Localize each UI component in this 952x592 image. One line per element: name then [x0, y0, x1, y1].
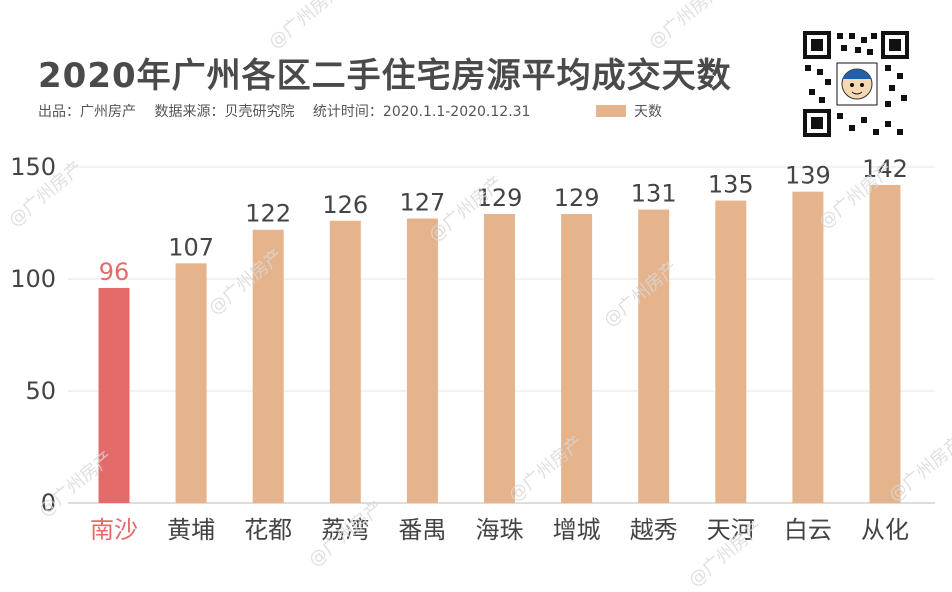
data-label: 135: [708, 171, 754, 199]
data-label: 129: [477, 184, 523, 212]
x-tick-label: 黄埔: [167, 516, 215, 544]
bar: [715, 200, 747, 503]
data-label: 142: [862, 155, 908, 183]
x-tick-label: 荔湾: [321, 516, 369, 544]
x-tick-label: 从化: [861, 516, 909, 544]
producer-label: 出品：广州房产: [38, 104, 136, 120]
bar: [329, 220, 361, 503]
y-tick-label: 50: [25, 377, 56, 405]
period-label: 统计时间：2020.1.1-2020.12.31: [312, 104, 531, 120]
y-tick-label: 0: [41, 489, 56, 517]
data-label: 139: [785, 162, 831, 190]
bar: [561, 214, 593, 504]
legend-label: 天数: [634, 104, 662, 120]
data-label: 122: [245, 200, 291, 228]
y-tick-label: 150: [10, 153, 56, 181]
x-tick-label: 天河: [707, 516, 755, 544]
data-label: 131: [631, 180, 677, 208]
bar: [252, 229, 284, 503]
x-tick-label: 南沙: [90, 516, 138, 544]
chart-title: 2020年广州各区二手住宅房源平均成交天数: [38, 56, 732, 96]
x-tick-label: 越秀: [630, 516, 678, 544]
qr-code-icon: [801, 29, 911, 139]
legend: 天数: [596, 101, 662, 121]
bar: [175, 263, 207, 503]
chart-subtitle: 出品：广州房产 数据来源：贝壳研究院 统计时间：2020.1.1-2020.12…: [38, 101, 544, 121]
bar: [792, 191, 824, 503]
bar: [869, 184, 901, 504]
data-label: 127: [399, 189, 445, 217]
x-tick-label: 花都: [244, 516, 292, 544]
x-tick-label: 海珠: [476, 516, 524, 544]
x-tick-label: 白云: [784, 516, 832, 544]
bar: [406, 218, 438, 503]
data-label: 96: [99, 258, 130, 286]
data-label: 129: [554, 184, 600, 212]
x-tick-label: 增城: [553, 516, 601, 544]
y-tick-label: 100: [10, 265, 56, 293]
data-label: 107: [168, 233, 214, 261]
x-tick-label: 番禺: [398, 516, 446, 544]
legend-swatch: [596, 105, 626, 117]
source-label: 数据来源：贝壳研究院: [154, 104, 295, 120]
bar: [638, 209, 670, 503]
bar: [484, 214, 515, 504]
bar: [98, 287, 130, 503]
data-label: 126: [322, 191, 368, 219]
